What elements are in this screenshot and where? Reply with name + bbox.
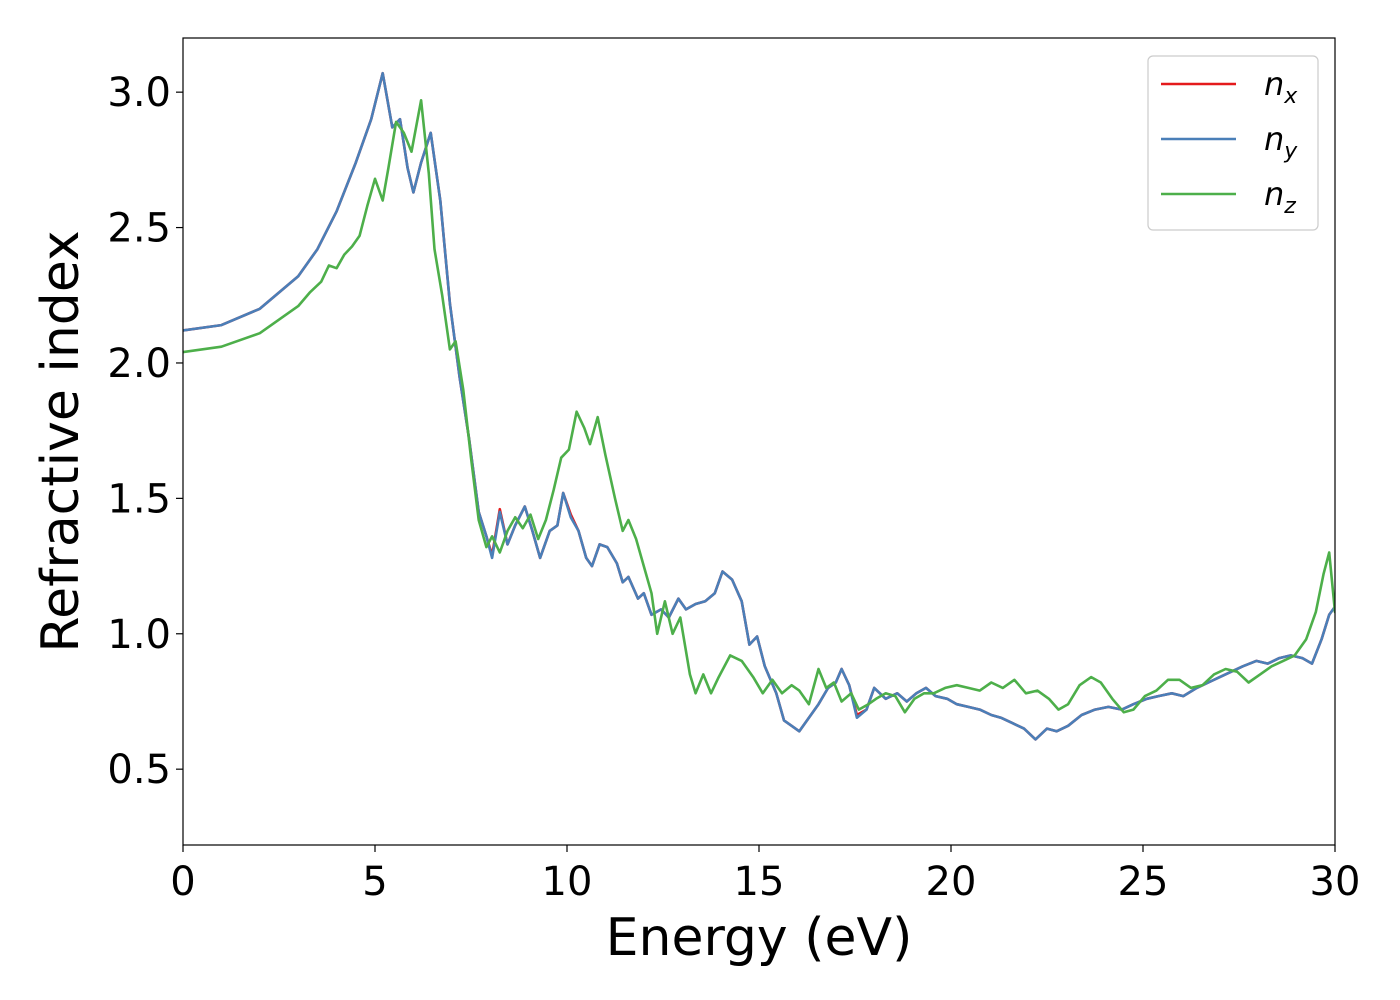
x-tick-label: 10 (542, 859, 593, 905)
x-tick-label: 30 (1310, 859, 1361, 905)
legend-box (1147, 55, 1319, 231)
x-axis: 0 5 10 15 20 25 30 (170, 845, 1360, 905)
y-tick-label: 2.5 (107, 206, 171, 252)
y-axis-label: Refractive index (31, 230, 91, 652)
y-tick-label: 3.0 (107, 70, 171, 116)
y-axis: 0.5 1.0 1.5 2.0 2.5 3.0 (107, 70, 183, 793)
y-tick-label: 1.5 (107, 476, 171, 522)
series-line-z (183, 99, 1335, 714)
x-tick-label: 5 (362, 859, 387, 905)
x-tick-label: 20 (926, 859, 977, 905)
x-tick-label: 0 (170, 859, 195, 905)
series-layer (183, 71, 1335, 741)
y-tick-label: 0.5 (107, 747, 171, 793)
x-tick-label: 15 (734, 859, 785, 905)
y-tick-label: 2.0 (107, 341, 171, 387)
y-tick-label: 1.0 (107, 612, 171, 658)
plot-area (182, 37, 1336, 846)
x-axis-label: Energy (eV) (606, 908, 913, 968)
x-tick-label: 25 (1118, 859, 1169, 905)
